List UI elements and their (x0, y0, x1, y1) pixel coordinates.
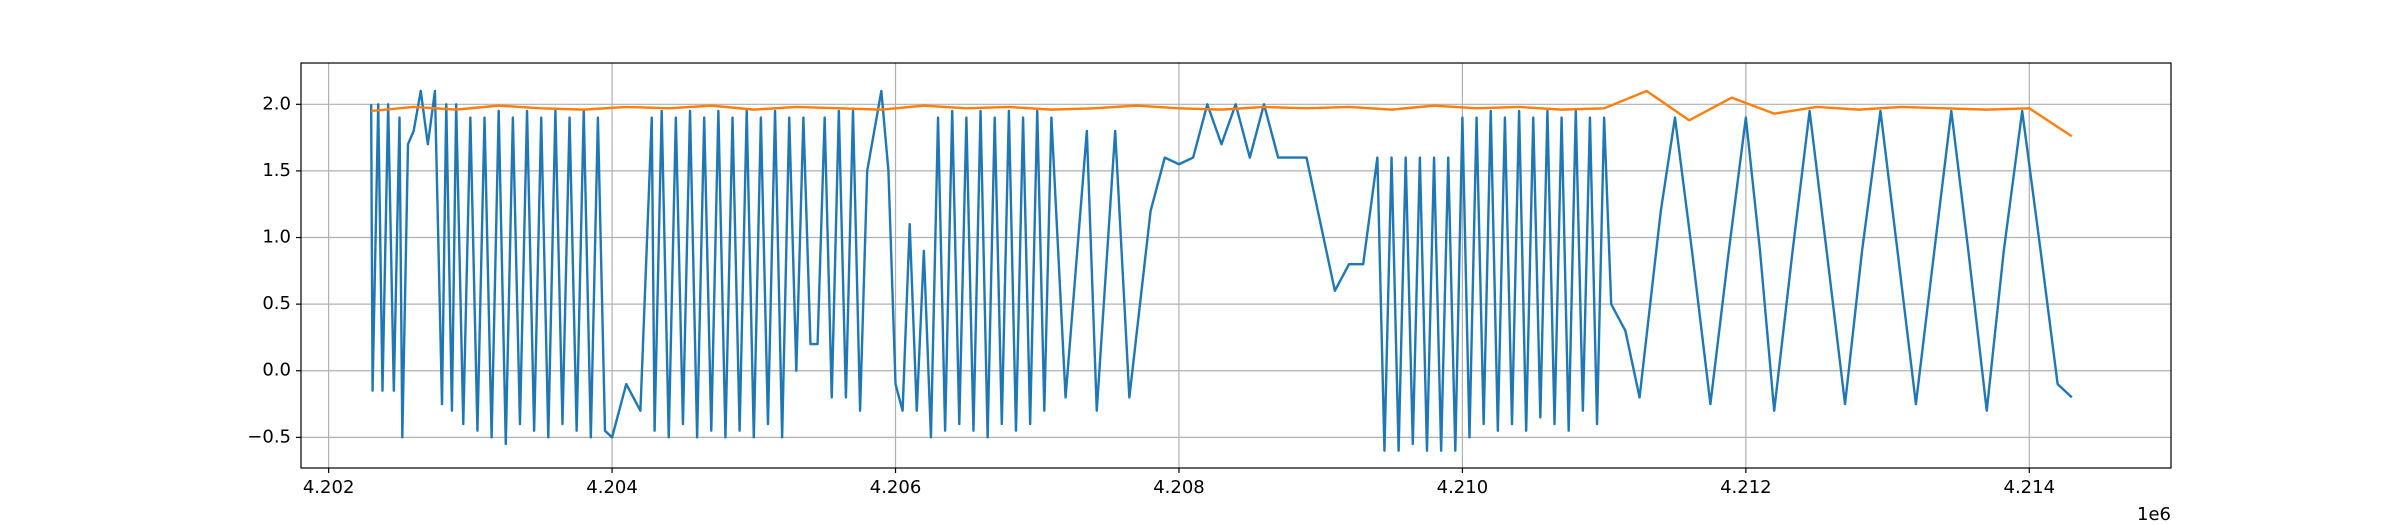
data-line (371, 89, 2073, 138)
x-offset-label: 1e6 (2137, 504, 2171, 525)
data-line (369, 89, 2073, 452)
y-tick-label: 2.0 (262, 93, 291, 114)
x-tick-label: 4.208 (1153, 477, 1205, 498)
y-tick-label: 1.5 (262, 160, 291, 181)
y-tick-label: 0.5 (262, 293, 291, 314)
x-tick-label: 4.212 (1720, 477, 1772, 498)
x-tick-label: 4.206 (870, 477, 922, 498)
y-tick-label: −0.5 (247, 426, 291, 447)
axes-frame (300, 62, 2172, 469)
y-tick-label: 0.0 (262, 360, 291, 381)
x-tick-label: 4.214 (2004, 477, 2056, 498)
x-tick-label: 4.202 (303, 477, 355, 498)
x-tick-label: 4.210 (1437, 477, 1489, 498)
x-tick-label: 4.204 (586, 477, 638, 498)
y-tick-label: 1.0 (262, 227, 291, 248)
